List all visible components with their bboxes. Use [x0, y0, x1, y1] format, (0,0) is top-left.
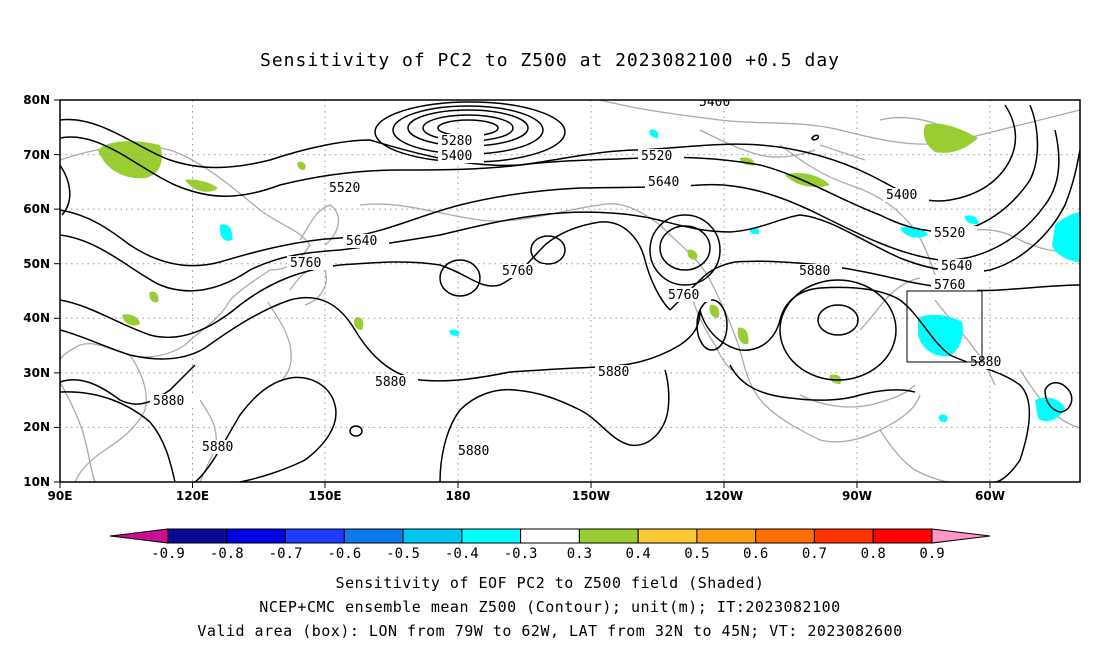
colorbar-tick-label: -0.3	[504, 546, 538, 562]
colorbar-swatch	[813, 528, 874, 544]
colorbar-tick-label: -0.9	[151, 546, 185, 562]
longitude-labels: 90E 120E 150E 180 150W 120W 90W 60W	[48, 489, 1005, 503]
shade-positive-0.3-0.4	[149, 291, 159, 303]
shade-negative-0.3-0.4	[964, 215, 979, 225]
shade-negative-0.3-0.4	[219, 224, 233, 241]
shade-positive-0.3-0.4	[353, 317, 364, 330]
contour-label: 5400	[441, 149, 472, 164]
colorbar: -0.9 -0.8 -0.7 -0.6 -0.5 -0.4 -0.3 0.3 0.4 0.5 0.6…	[109, 528, 991, 562]
shade-positive-0.3-0.4	[709, 304, 720, 318]
footer-line-3: Valid area (box): LON from 79W to 62W, L…	[197, 622, 903, 640]
shade-negative-0.3-0.4	[1052, 212, 1080, 262]
lon-label: 60W	[975, 489, 1005, 503]
contour-label: 5760	[290, 256, 321, 271]
colorbar-swatch	[872, 528, 933, 544]
footer-line-2: NCEP+CMC ensemble mean Z500 (Contour); u…	[259, 598, 841, 616]
shade-negative-0.3-0.4	[449, 329, 460, 336]
colorbar-arrow-low	[109, 528, 169, 544]
lon-label: 90E	[48, 489, 73, 503]
lat-label: 20N	[23, 420, 50, 434]
colorbar-swatch	[755, 528, 815, 544]
lon-label: 180	[445, 489, 470, 503]
colorbar-swatch	[167, 528, 228, 544]
colorbar-tick-label: 0.6	[743, 546, 768, 562]
lon-label: 150E	[308, 489, 341, 503]
contour-label: 5400	[699, 95, 730, 110]
contour-label: 5880	[799, 264, 830, 279]
lon-label: 90W	[842, 489, 872, 503]
lat-label: 80N	[23, 93, 50, 107]
lon-label: 120E	[176, 489, 209, 503]
colorbar-arrow-high	[931, 528, 991, 544]
lat-label: 50N	[23, 257, 50, 271]
contour-label: 5520	[641, 149, 672, 164]
contour-label: 5880	[375, 375, 406, 390]
colorbar-swatch	[343, 528, 404, 544]
lon-label: 150W	[572, 489, 610, 503]
colorbar-swatch	[402, 528, 463, 544]
colorbar-swatch	[226, 528, 287, 544]
colorbar-tick-label: 0.9	[919, 546, 944, 562]
lat-label: 30N	[23, 366, 50, 380]
colorbar-tick-label: -0.6	[327, 546, 361, 562]
shade-positive-0.3-0.4	[737, 327, 749, 345]
contour-label: 5880	[458, 444, 489, 459]
shade-positive-0.3-0.4	[785, 173, 830, 188]
footer-line-1: Sensitivity of EOF PC2 to Z500 field (Sh…	[335, 574, 765, 592]
lat-label: 40N	[23, 311, 50, 325]
colorbar-tick-label: 0.4	[626, 546, 651, 562]
shade-positive-0.3-0.4	[687, 249, 698, 260]
lat-label: 10N	[23, 475, 50, 489]
valid-area-box	[906, 290, 983, 363]
map-title: Sensitivity of PC2 to Z500 at 2023082100…	[259, 50, 840, 71]
colorbar-tick-label: 0.5	[684, 546, 709, 562]
colorbar-swatch	[520, 528, 580, 544]
shade-negative-0.3-0.4	[918, 314, 963, 357]
contour-label: 5640	[648, 175, 679, 190]
contour-labels: 5400 5280 5400 5520 5520 5640 5640 5760 …	[150, 95, 1013, 459]
latitude-labels: 80N 70N 60N 50N 40N 30N 20N 10N	[23, 93, 50, 489]
colorbar-tick-label: -0.4	[445, 546, 479, 562]
contour-label: 5880	[202, 440, 233, 455]
colorbar-tick-label: 0.3	[567, 546, 592, 562]
contour-label: 5400	[886, 188, 917, 203]
colorbar-swatch	[696, 528, 757, 544]
contour-label: 5760	[934, 278, 965, 293]
colorbar-tick-label: -0.5	[386, 546, 420, 562]
colorbar-swatch	[578, 528, 639, 544]
contour-label: 5640	[346, 234, 377, 249]
shade-positive-0.3-0.4	[122, 314, 140, 326]
colorbar-swatch	[637, 528, 698, 544]
lat-label: 70N	[23, 148, 50, 162]
contour-label: 5280	[441, 134, 472, 149]
shade-negative-0.3-0.4	[649, 129, 659, 138]
shade-positive-0.3-0.4	[185, 179, 218, 192]
contour-label: 5520	[329, 181, 360, 196]
contour-label: 5880	[970, 355, 1001, 370]
contour-label: 5760	[502, 264, 533, 279]
shade-negative-0.3-0.4	[1035, 397, 1065, 422]
shade-positive-0.3-0.4	[923, 123, 978, 153]
shade-positive-0.3-0.4	[297, 161, 306, 170]
z500-contours	[60, 101, 1080, 482]
lat-label: 60N	[23, 202, 50, 216]
shade-negative-0.3-0.4	[938, 414, 948, 423]
contour-label: 5760	[668, 288, 699, 303]
colorbar-tick-label: -0.7	[269, 546, 303, 562]
colorbar-swatch	[461, 528, 522, 544]
colorbar-tick-label: 0.7	[802, 546, 827, 562]
colorbar-swatch	[285, 528, 345, 544]
contour-label: 5640	[941, 259, 972, 274]
contour-label: 5880	[153, 394, 184, 409]
contour-label: 5880	[598, 365, 629, 380]
colorbar-tick-label: 0.8	[861, 546, 886, 562]
plot-frame	[59, 99, 1081, 483]
contour-label: 5520	[934, 226, 965, 241]
axis-ticks	[54, 99, 991, 488]
lon-label: 120W	[705, 489, 743, 503]
colorbar-tick-label: -0.8	[210, 546, 244, 562]
